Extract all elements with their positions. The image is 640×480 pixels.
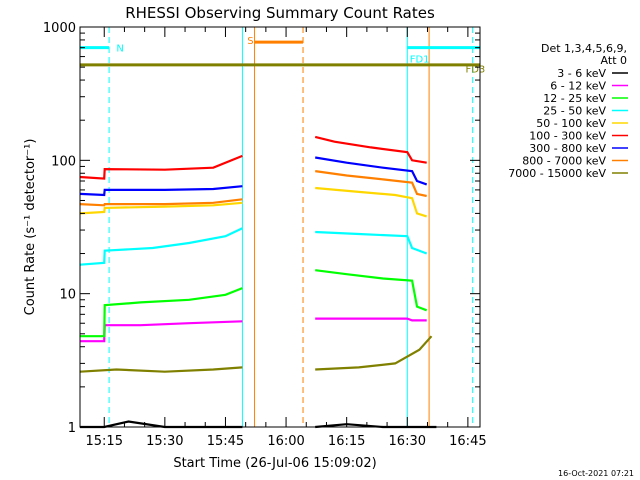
flag-label-fd1: FD1 (410, 55, 430, 66)
x-tick-label-15-30: 15:30 (146, 434, 183, 449)
legend-label-50-100-kev: 50 - 100 keV (536, 117, 606, 130)
y-axis-label: Count Rate (s⁻¹ detector⁻¹) (23, 139, 38, 316)
x-tick-label-15-15: 15:15 (86, 434, 123, 449)
series-300-800-kev-segment-1 (315, 156, 428, 186)
series-25-50-kev-segment-0 (79, 227, 243, 266)
x-axis-label: Start Time (26-Jul-06 15:09:02) (173, 456, 376, 471)
series-300-800-kev-segment-0 (79, 185, 243, 197)
series-100-300-kev-segment-0 (79, 154, 243, 180)
y-tick-label-100: 100 (51, 154, 76, 169)
series-12-25-kev-segment-1 (315, 269, 428, 312)
flag-label-n: N (116, 44, 123, 55)
legend-header-line-1: Det 1,3,4,5,6,9, (541, 42, 627, 55)
series-12-25-kev-segment-0 (80, 287, 243, 338)
y-axis: 1 10 100 1000 (43, 21, 480, 436)
x-tick-label-16-30: 16:30 (389, 434, 426, 449)
x-tick-label-15-45: 15:45 (207, 434, 244, 449)
series-6-12-kev-segment-1 (315, 317, 427, 322)
series-50-100-kev-segment-1 (315, 186, 428, 218)
series-100-300-kev-segment-1 (314, 135, 427, 164)
series-lines (79, 135, 437, 429)
y-tick-label-1000: 1000 (43, 21, 76, 36)
legend-label-300-800-kev: 300 - 800 keV (529, 142, 606, 155)
series-50-100-kev-segment-0 (79, 201, 243, 215)
flag-bars: N S FD1 FD3 (80, 36, 485, 75)
legend-label-6-12-kev: 6 - 12 keV (550, 80, 606, 93)
series-6-12-kev-segment-0 (80, 320, 243, 343)
x-tick-label-16-15: 16:15 (328, 434, 365, 449)
series-7000-15000-kev-segment-1 (315, 335, 433, 371)
generated-timestamp: 16-Oct-2021 07:21 (558, 469, 634, 478)
y-tick-label-1: 1 (68, 421, 76, 436)
legend-label-7000-15000-kev: 7000 - 15000 keV (508, 167, 606, 180)
plot-frame (79, 26, 481, 428)
legend-label-100-300-kev: 100 - 300 keV (529, 130, 606, 143)
series-7000-15000-kev-segment-0 (79, 366, 243, 373)
x-tick-label-16-00: 16:00 (267, 434, 304, 449)
legend-label-3-6-kev: 3 - 6 keV (557, 67, 606, 80)
chart-title: RHESSI Observing Summary Count Rates (125, 4, 435, 22)
x-axis: 15:15 15:30 15:45 16:00 16:15 16:30 16:45 (86, 27, 487, 449)
series-800-7000-kev-segment-1 (315, 170, 427, 198)
flag-label-s: S (247, 36, 253, 47)
flag-label-fd3: FD3 (465, 64, 485, 75)
legend-header-line-2: Att 0 (601, 54, 627, 67)
series-800-7000-kev-segment-0 (79, 198, 243, 207)
y-tick-label-10: 10 (59, 288, 76, 303)
time-markers (108, 27, 474, 427)
legend-label-25-50-kev: 25 - 50 keV (543, 105, 606, 118)
x-tick-label-16-45: 16:45 (449, 434, 486, 449)
series-25-50-kev-segment-1 (315, 230, 428, 255)
legend-label-800-7000-kev: 800 - 7000 keV (522, 155, 606, 168)
legend-label-12-25-kev: 12 - 25 keV (543, 92, 606, 105)
